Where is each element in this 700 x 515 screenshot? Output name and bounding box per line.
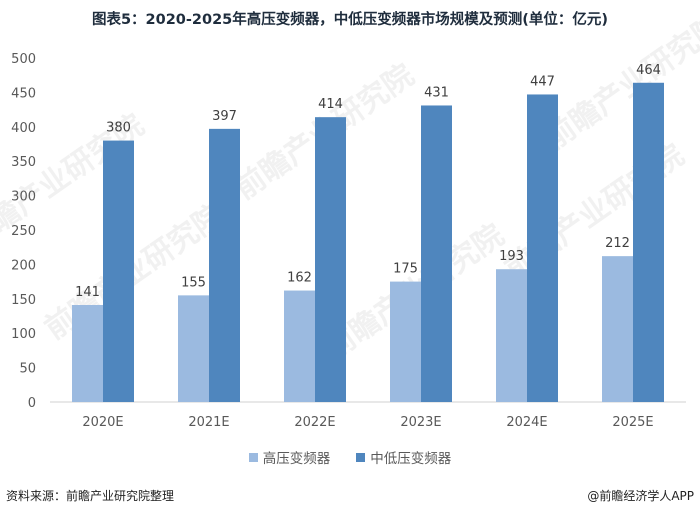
x-tick-label: 2020E bbox=[82, 415, 123, 430]
x-tick-label: 2021E bbox=[188, 415, 229, 430]
bar-low-mid-voltage bbox=[209, 128, 240, 402]
data-label: 380 bbox=[106, 121, 131, 136]
y-tick-label: 450 bbox=[11, 86, 36, 101]
legend-swatch-high-voltage bbox=[248, 452, 258, 462]
y-tick-label: 200 bbox=[11, 258, 36, 273]
y-tick-label: 300 bbox=[11, 190, 36, 205]
bar-low-mid-voltage bbox=[103, 140, 134, 402]
y-tick-label: 150 bbox=[11, 293, 36, 308]
data-label: 212 bbox=[605, 236, 630, 251]
data-label: 414 bbox=[318, 97, 343, 112]
y-tick-label: 400 bbox=[11, 121, 36, 136]
bar-high-voltage bbox=[390, 281, 421, 402]
data-label: 193 bbox=[499, 249, 524, 264]
x-tick-label: 2023E bbox=[400, 415, 441, 430]
bar-high-voltage bbox=[284, 290, 315, 402]
legend-swatch-low-mid-voltage bbox=[356, 452, 366, 462]
y-tick-label: 0 bbox=[28, 396, 36, 411]
data-label: 397 bbox=[212, 109, 237, 124]
credit-note: @前瞻经济学人APP bbox=[587, 489, 694, 503]
data-label: 447 bbox=[530, 74, 555, 89]
data-label: 431 bbox=[424, 85, 449, 100]
legend: 高压变频器 中低压变频器 bbox=[0, 447, 700, 467]
y-tick-label: 350 bbox=[11, 155, 36, 170]
data-label: 464 bbox=[636, 63, 661, 78]
chart-title: 图表5：2020-2025年高压变频器，中低压变频器市场规模及预测(单位：亿元) bbox=[91, 12, 609, 28]
legend-label-low-mid-voltage: 中低压变频器 bbox=[370, 451, 452, 467]
data-label: 175 bbox=[393, 262, 418, 277]
x-tick-label: 2022E bbox=[294, 415, 335, 430]
source-note: 资料来源：前瞻产业研究院整理 bbox=[6, 489, 175, 503]
bar-low-mid-voltage bbox=[527, 94, 558, 403]
y-tick-label: 50 bbox=[19, 362, 36, 377]
y-tick-label: 500 bbox=[11, 52, 36, 67]
legend-item-low-mid-voltage: 中低压变频器 bbox=[356, 447, 451, 467]
x-tick-label: 2024E bbox=[506, 415, 547, 430]
x-tick-label: 2025E bbox=[612, 415, 653, 430]
data-label: 162 bbox=[287, 271, 312, 286]
bar-high-voltage bbox=[496, 269, 527, 402]
bar-high-voltage bbox=[72, 304, 103, 402]
watermark-text: 前瞻产业研究院 bbox=[539, 8, 700, 157]
data-label: 141 bbox=[75, 285, 100, 300]
y-tick-label: 250 bbox=[11, 224, 36, 239]
bar-high-voltage bbox=[602, 256, 633, 402]
y-tick-label: 100 bbox=[11, 327, 36, 342]
bar-low-mid-voltage bbox=[633, 82, 664, 402]
bar-low-mid-voltage bbox=[315, 117, 346, 402]
legend-item-high-voltage: 高压变频器 bbox=[248, 447, 331, 467]
data-label: 155 bbox=[181, 275, 206, 290]
bar-high-voltage bbox=[178, 295, 209, 402]
bar-low-mid-voltage bbox=[421, 105, 452, 403]
legend-label-high-voltage: 高压变频器 bbox=[262, 451, 331, 467]
